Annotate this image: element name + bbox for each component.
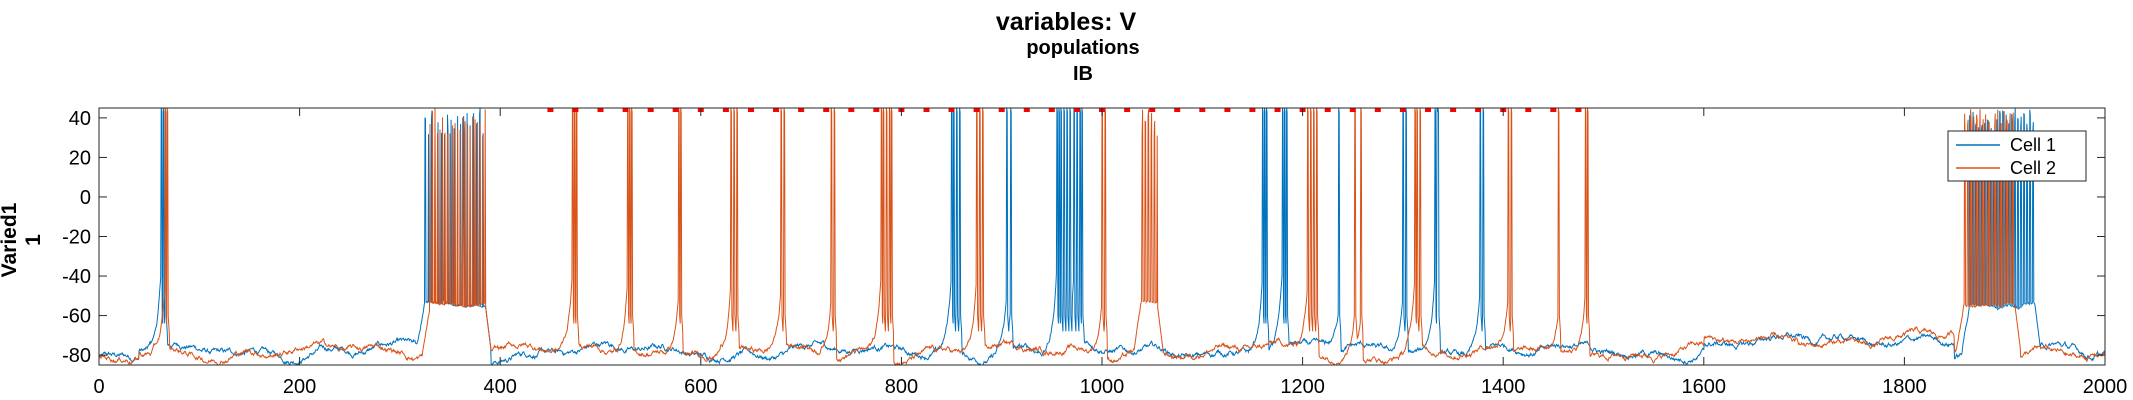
chart-subtitle-population: IB — [1073, 63, 1093, 85]
stimulus-marker — [1149, 108, 1156, 112]
legend-label-cell-1: Cell 1 — [2010, 135, 2056, 155]
y-tick-label: -40 — [62, 266, 91, 288]
legend-box — [1947, 130, 2087, 182]
x-tick-label: 2000 — [2083, 376, 2128, 398]
stimulus-marker — [1023, 108, 1030, 112]
x-tick-label: 200 — [283, 376, 316, 398]
stimulus-marker — [748, 108, 754, 112]
stimulus-marker — [923, 108, 930, 112]
x-tick-label: 0 — [93, 376, 104, 398]
stimulus-marker — [1274, 108, 1281, 112]
y-axis-label-line1: Varied1 — [0, 202, 21, 277]
x-tick-label: 1800 — [1882, 376, 1927, 398]
y-tick-label: -20 — [62, 227, 91, 249]
stimulus-marker — [1124, 108, 1131, 112]
x-tick-label: 1600 — [1682, 376, 1727, 398]
stimulus-marker — [1249, 108, 1256, 112]
x-tick-label: 400 — [484, 376, 517, 398]
stimulus-marker — [1575, 108, 1582, 112]
stimulus-marker — [848, 108, 855, 112]
y-tick-label: -60 — [62, 306, 91, 328]
stimulus-marker — [1425, 108, 1431, 112]
stimulus-marker — [1349, 108, 1356, 112]
legend-label-cell-2: Cell 2 — [2010, 158, 2056, 178]
y-axis-label-line2: 1 — [22, 234, 45, 246]
stimulus-marker — [998, 108, 1005, 112]
stimulus-marker — [572, 108, 579, 112]
stimulus-marker — [1550, 108, 1557, 112]
stimulus-marker — [622, 108, 629, 112]
stimulus-marker — [973, 108, 980, 112]
stimulus-marker — [1199, 108, 1206, 112]
x-tick-label: 1000 — [1080, 376, 1125, 398]
x-tick-label: 1400 — [1481, 376, 1526, 398]
y-tick-label: 0 — [80, 187, 91, 209]
stimulus-marker — [1450, 108, 1457, 112]
x-tick-label: 800 — [885, 376, 918, 398]
x-tick-label: 600 — [684, 376, 717, 398]
y-tick-label: -80 — [62, 345, 91, 367]
stimulus-marker — [873, 108, 880, 112]
stimulus-marker — [1475, 108, 1482, 112]
stimulus-marker — [1048, 108, 1055, 112]
series-line-cell-2 — [98, 107, 2106, 367]
stimulus-marker — [823, 108, 830, 112]
stimulus-marker — [948, 108, 955, 112]
stimulus-marker — [547, 108, 554, 112]
stimulus-marker — [647, 108, 654, 112]
stimulus-marker — [1399, 108, 1406, 112]
y-axis-label: Varied1 1 — [0, 202, 45, 277]
y-tick-label: 20 — [69, 147, 91, 169]
stimulus-marker — [773, 108, 779, 112]
x-tick-label: 1200 — [1280, 376, 1325, 398]
stimulus-marker — [1174, 108, 1181, 112]
stimulus-marker — [1374, 108, 1381, 112]
stimulus-marker — [1525, 108, 1532, 112]
stimulus-marker — [1073, 108, 1080, 112]
chart-title: variables: V — [996, 8, 1137, 36]
stimulus-marker — [1324, 108, 1331, 112]
y-tick-label: 40 — [69, 108, 91, 130]
stimulus-marker — [597, 108, 604, 112]
stimulus-marker — [1224, 108, 1231, 112]
chart-subtitle: populations — [1026, 37, 1139, 59]
stimulus-marker — [672, 108, 679, 112]
stimulus-marker — [798, 108, 805, 112]
plot-area — [98, 107, 2106, 367]
axes: 0 200 400 600 800 1000 1200 1400 1600 1800 2000402… — [62, 107, 2128, 398]
stimulus-marker — [722, 108, 729, 112]
legend: Cell 1 Cell 2 — [1947, 130, 2087, 182]
